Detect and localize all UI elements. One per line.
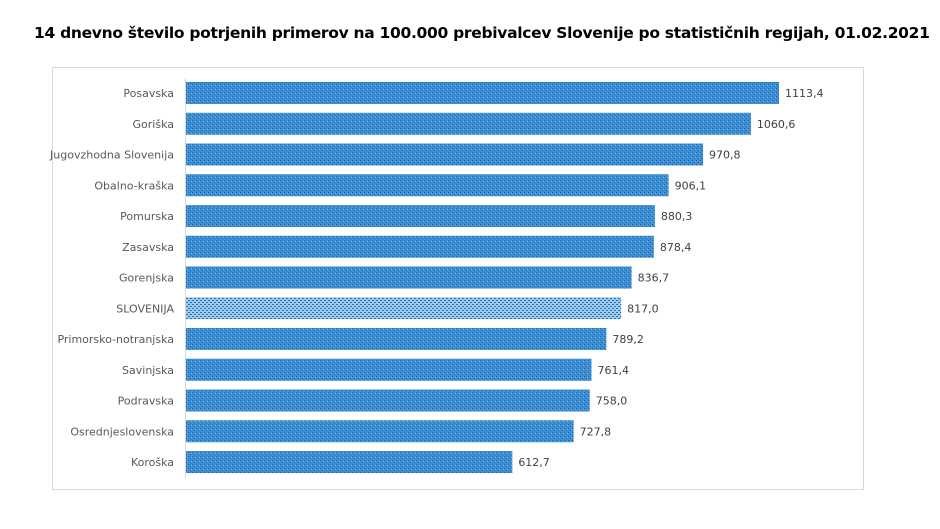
data-label: 878,4 <box>660 241 692 254</box>
bar-slovenija <box>186 297 622 320</box>
category-label: SLOVENIJA <box>116 302 174 315</box>
category-label: Podravska <box>118 395 174 408</box>
chart-title: 14 dnevno število potrjenih primerov na … <box>34 24 930 42</box>
category-label: Goriška <box>133 118 174 131</box>
data-label: 612,7 <box>518 456 550 469</box>
bar-osrednjeslovenska <box>186 420 574 443</box>
bar-posavska <box>186 82 779 104</box>
bar-koro-ka <box>186 451 513 473</box>
bar-zasavska <box>186 235 654 258</box>
category-label: Osrednjeslovenska <box>70 425 174 438</box>
category-label: Primorsko-notranjska <box>57 333 174 346</box>
bar-obalno-kra-ka <box>186 174 669 197</box>
bar-savinjska <box>186 358 592 381</box>
category-label: Koroška <box>131 456 174 469</box>
category-label: Posavska <box>123 87 174 100</box>
category-label: Obalno-kraška <box>94 179 174 192</box>
bar-gori-ka <box>186 112 751 135</box>
data-label: 758,0 <box>596 395 628 408</box>
chart-area <box>52 67 864 490</box>
category-label: Savinjska <box>122 364 174 377</box>
data-label: 970,8 <box>709 149 741 162</box>
category-label: Zasavska <box>122 241 174 254</box>
data-label: 761,4 <box>598 364 630 377</box>
category-label: Gorenjska <box>119 272 174 285</box>
data-label: 817,0 <box>627 302 659 315</box>
data-label: 1113,4 <box>785 87 824 100</box>
bar-pomurska <box>186 205 655 227</box>
category-label: Pomurska <box>120 210 174 223</box>
category-label: Jugovzhodna Slovenija <box>49 149 174 162</box>
bar-gorenjska <box>186 266 632 289</box>
bar-jugovzhodna-slovenija <box>186 143 704 166</box>
data-label: 880,3 <box>661 210 693 223</box>
data-label: 836,7 <box>638 272 670 285</box>
bar-podravska <box>186 389 590 412</box>
data-label: 906,1 <box>675 179 707 192</box>
data-label: 789,2 <box>612 333 644 346</box>
bar-primorsko-notranjska <box>186 328 607 350</box>
data-label: 1060,6 <box>757 118 796 131</box>
data-label: 727,8 <box>580 425 612 438</box>
